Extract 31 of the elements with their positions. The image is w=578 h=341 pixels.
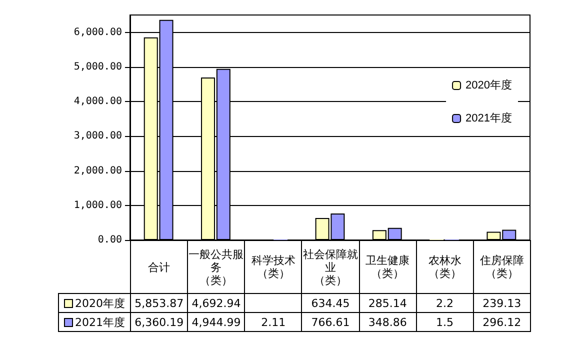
x-tick-label: 住房保障（类） [473, 240, 530, 294]
data-label: 2.11 [244, 312, 302, 332]
data-label: 2.2 [416, 294, 474, 312]
x-tick-label: 卫生健康（类） [359, 240, 416, 294]
x-tick-label: 社会保障就业（类） [302, 240, 360, 294]
data-label: 296.12 [473, 312, 530, 332]
data-label: 239.13 [473, 294, 530, 312]
y-tick-label: 2,000.00 [74, 165, 122, 176]
legend-label: 2020年度 [466, 78, 512, 92]
y-tick-label: 6,000.00 [74, 26, 122, 38]
x-tick-label: 合计 [130, 240, 188, 294]
data-label: 5,853.87 [130, 294, 188, 312]
y-tick-label: 3,000.00 [74, 130, 122, 142]
data-label: 348.86 [359, 312, 416, 332]
x-tick-label: 农林水（类） [416, 240, 474, 294]
data-label: 4,692.94 [188, 294, 245, 312]
data-label: 766.61 [302, 312, 360, 332]
data-label: 6,360.19 [130, 312, 188, 332]
data-label: 1.5 [416, 312, 474, 332]
data-label: 634.45 [302, 294, 360, 312]
y-tick-label: 0.00 [98, 234, 122, 246]
y-tick-label: 5,000.00 [74, 61, 122, 72]
y-tick-label: 4,000.00 [74, 96, 122, 108]
legend-label: 2021年度 [466, 112, 512, 124]
data-label: 4,944.99 [188, 312, 245, 332]
text: 2021年度 [75, 316, 125, 328]
text: 2020年度 [75, 296, 125, 310]
data-label: 285.14 [359, 294, 416, 312]
x-tick-label: 科学技术（类） [244, 240, 302, 294]
x-tick-label: 一般公共服务（类） [188, 240, 245, 294]
y-tick-label: 1,000.00 [74, 200, 122, 211]
